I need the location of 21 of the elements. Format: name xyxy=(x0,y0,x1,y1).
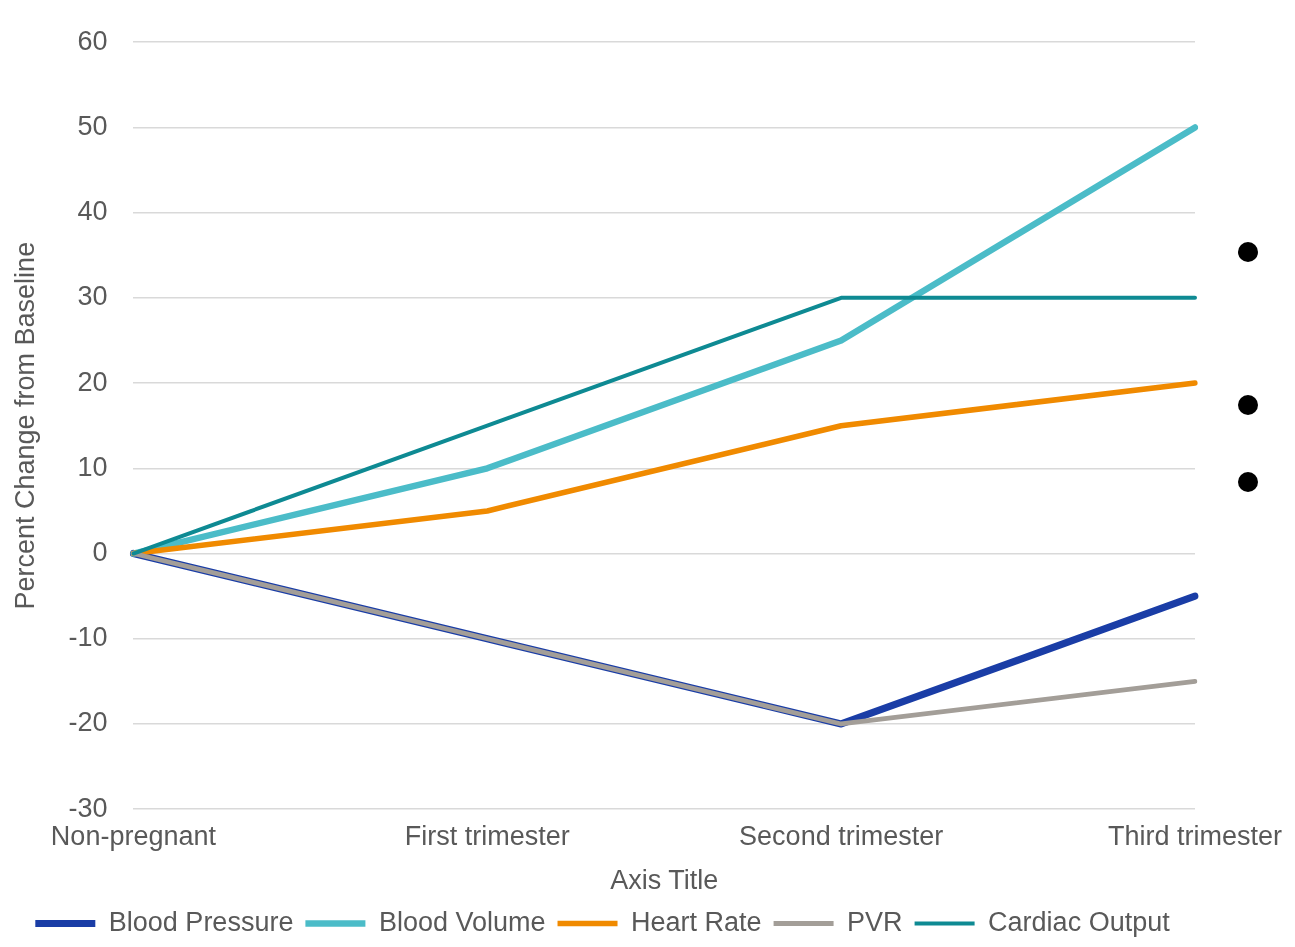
y-tick-label: 30 xyxy=(77,281,108,312)
y-tick-label: -20 xyxy=(68,707,108,738)
legend-label: PVR xyxy=(847,906,903,937)
y-tick-label: 10 xyxy=(77,451,108,482)
x-tick-label: Non-pregnant xyxy=(50,820,217,851)
y-tick-label: 20 xyxy=(77,366,108,397)
y-tick-label: 50 xyxy=(77,110,108,141)
y-tick-label: 60 xyxy=(77,25,108,56)
legend-label: Blood Pressure xyxy=(108,906,294,937)
y-tick-label: -30 xyxy=(68,792,108,823)
legend-label: Blood Volume xyxy=(378,906,546,937)
x-tick-label: Third trimester xyxy=(1107,820,1283,851)
x-axis-title: Axis Title xyxy=(610,865,719,896)
y-tick-label: 0 xyxy=(92,536,108,567)
x-tick-label: Second trimester xyxy=(739,820,944,851)
y-tick-label: 40 xyxy=(77,196,108,227)
legend-label: Cardiac Output xyxy=(988,906,1171,937)
legend-label: Heart Rate xyxy=(631,906,762,937)
x-tick-label: First trimester xyxy=(404,820,570,851)
y-tick-label: -10 xyxy=(68,622,108,653)
y-axis-title: Percent Change from Baseline xyxy=(9,241,40,610)
